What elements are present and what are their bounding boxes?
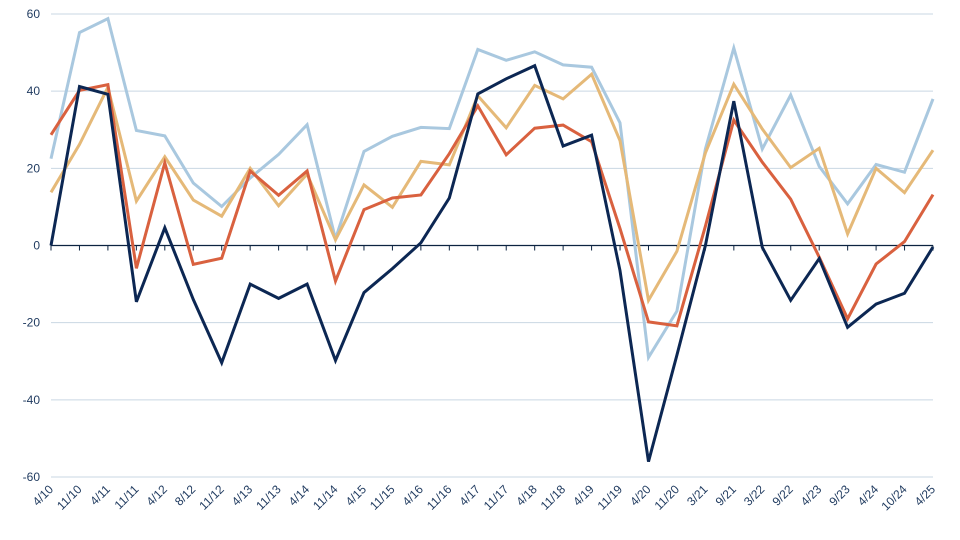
x-tick-label: 4/24 (855, 482, 882, 509)
x-tick-label: 11/14 (310, 482, 341, 513)
y-tick-label: -20 (23, 316, 41, 330)
series-gold-line (49, 71, 935, 305)
x-tick-label: 11/11 (112, 482, 142, 512)
x-tick-label: 4/14 (286, 482, 313, 509)
x-tick-label: 4/20 (627, 482, 654, 509)
x-tick-label: 4/11 (87, 482, 113, 508)
x-tick-label: 4/23 (798, 482, 825, 509)
x-tick-label: 4/19 (570, 482, 597, 509)
gridlines (50, 13, 934, 478)
y-tick-label: -60 (23, 470, 41, 484)
y-tick-label: 20 (27, 161, 41, 175)
x-tick-label: 11/18 (538, 482, 569, 513)
y-tick-label: 60 (27, 7, 41, 21)
x-tick-label: 4/15 (343, 482, 370, 509)
x-tick-label: 9/23 (826, 482, 853, 509)
x-tick-label: 10/24 (879, 482, 910, 513)
x-tick-label: 4/25 (912, 482, 939, 509)
x-tick-label: 3/22 (741, 482, 768, 509)
x-tick-label: 11/10 (54, 482, 85, 513)
x-tick-label: 11/13 (253, 482, 284, 513)
series-light-blue-line (49, 16, 935, 362)
x-tick-label: 4/10 (30, 482, 57, 509)
x-tick-label: 4/13 (229, 482, 256, 509)
x-tick-label: 4/17 (456, 482, 483, 509)
y-tick-label: 0 (33, 239, 40, 253)
x-tick-label: 3/21 (684, 482, 711, 509)
x-tick-label: 4/12 (144, 482, 171, 509)
y-axis-tick-labels: -60 -40 -20 0 20 40 60 (23, 7, 41, 484)
x-tick-label: 8/12 (172, 482, 199, 509)
y-tick-label: -40 (23, 393, 41, 407)
series-lines (49, 16, 935, 462)
x-tick-label: 4/18 (513, 482, 540, 509)
x-tick-label: 11/19 (595, 482, 626, 513)
series-orange-line (49, 82, 935, 328)
x-tick-label: 11/20 (652, 482, 683, 513)
x-tick-label: 4/16 (400, 482, 427, 509)
x-tick-label: 11/15 (367, 482, 398, 513)
x-tick-label: 11/17 (481, 482, 512, 513)
x-tick-label: 11/12 (196, 482, 227, 513)
x-tick-label: 11/16 (424, 482, 455, 513)
y-tick-label: 40 (27, 84, 41, 98)
x-tick-label: 9/21 (713, 482, 740, 509)
series-navy-line (49, 63, 935, 462)
x-tick-label: 9/22 (769, 482, 796, 509)
